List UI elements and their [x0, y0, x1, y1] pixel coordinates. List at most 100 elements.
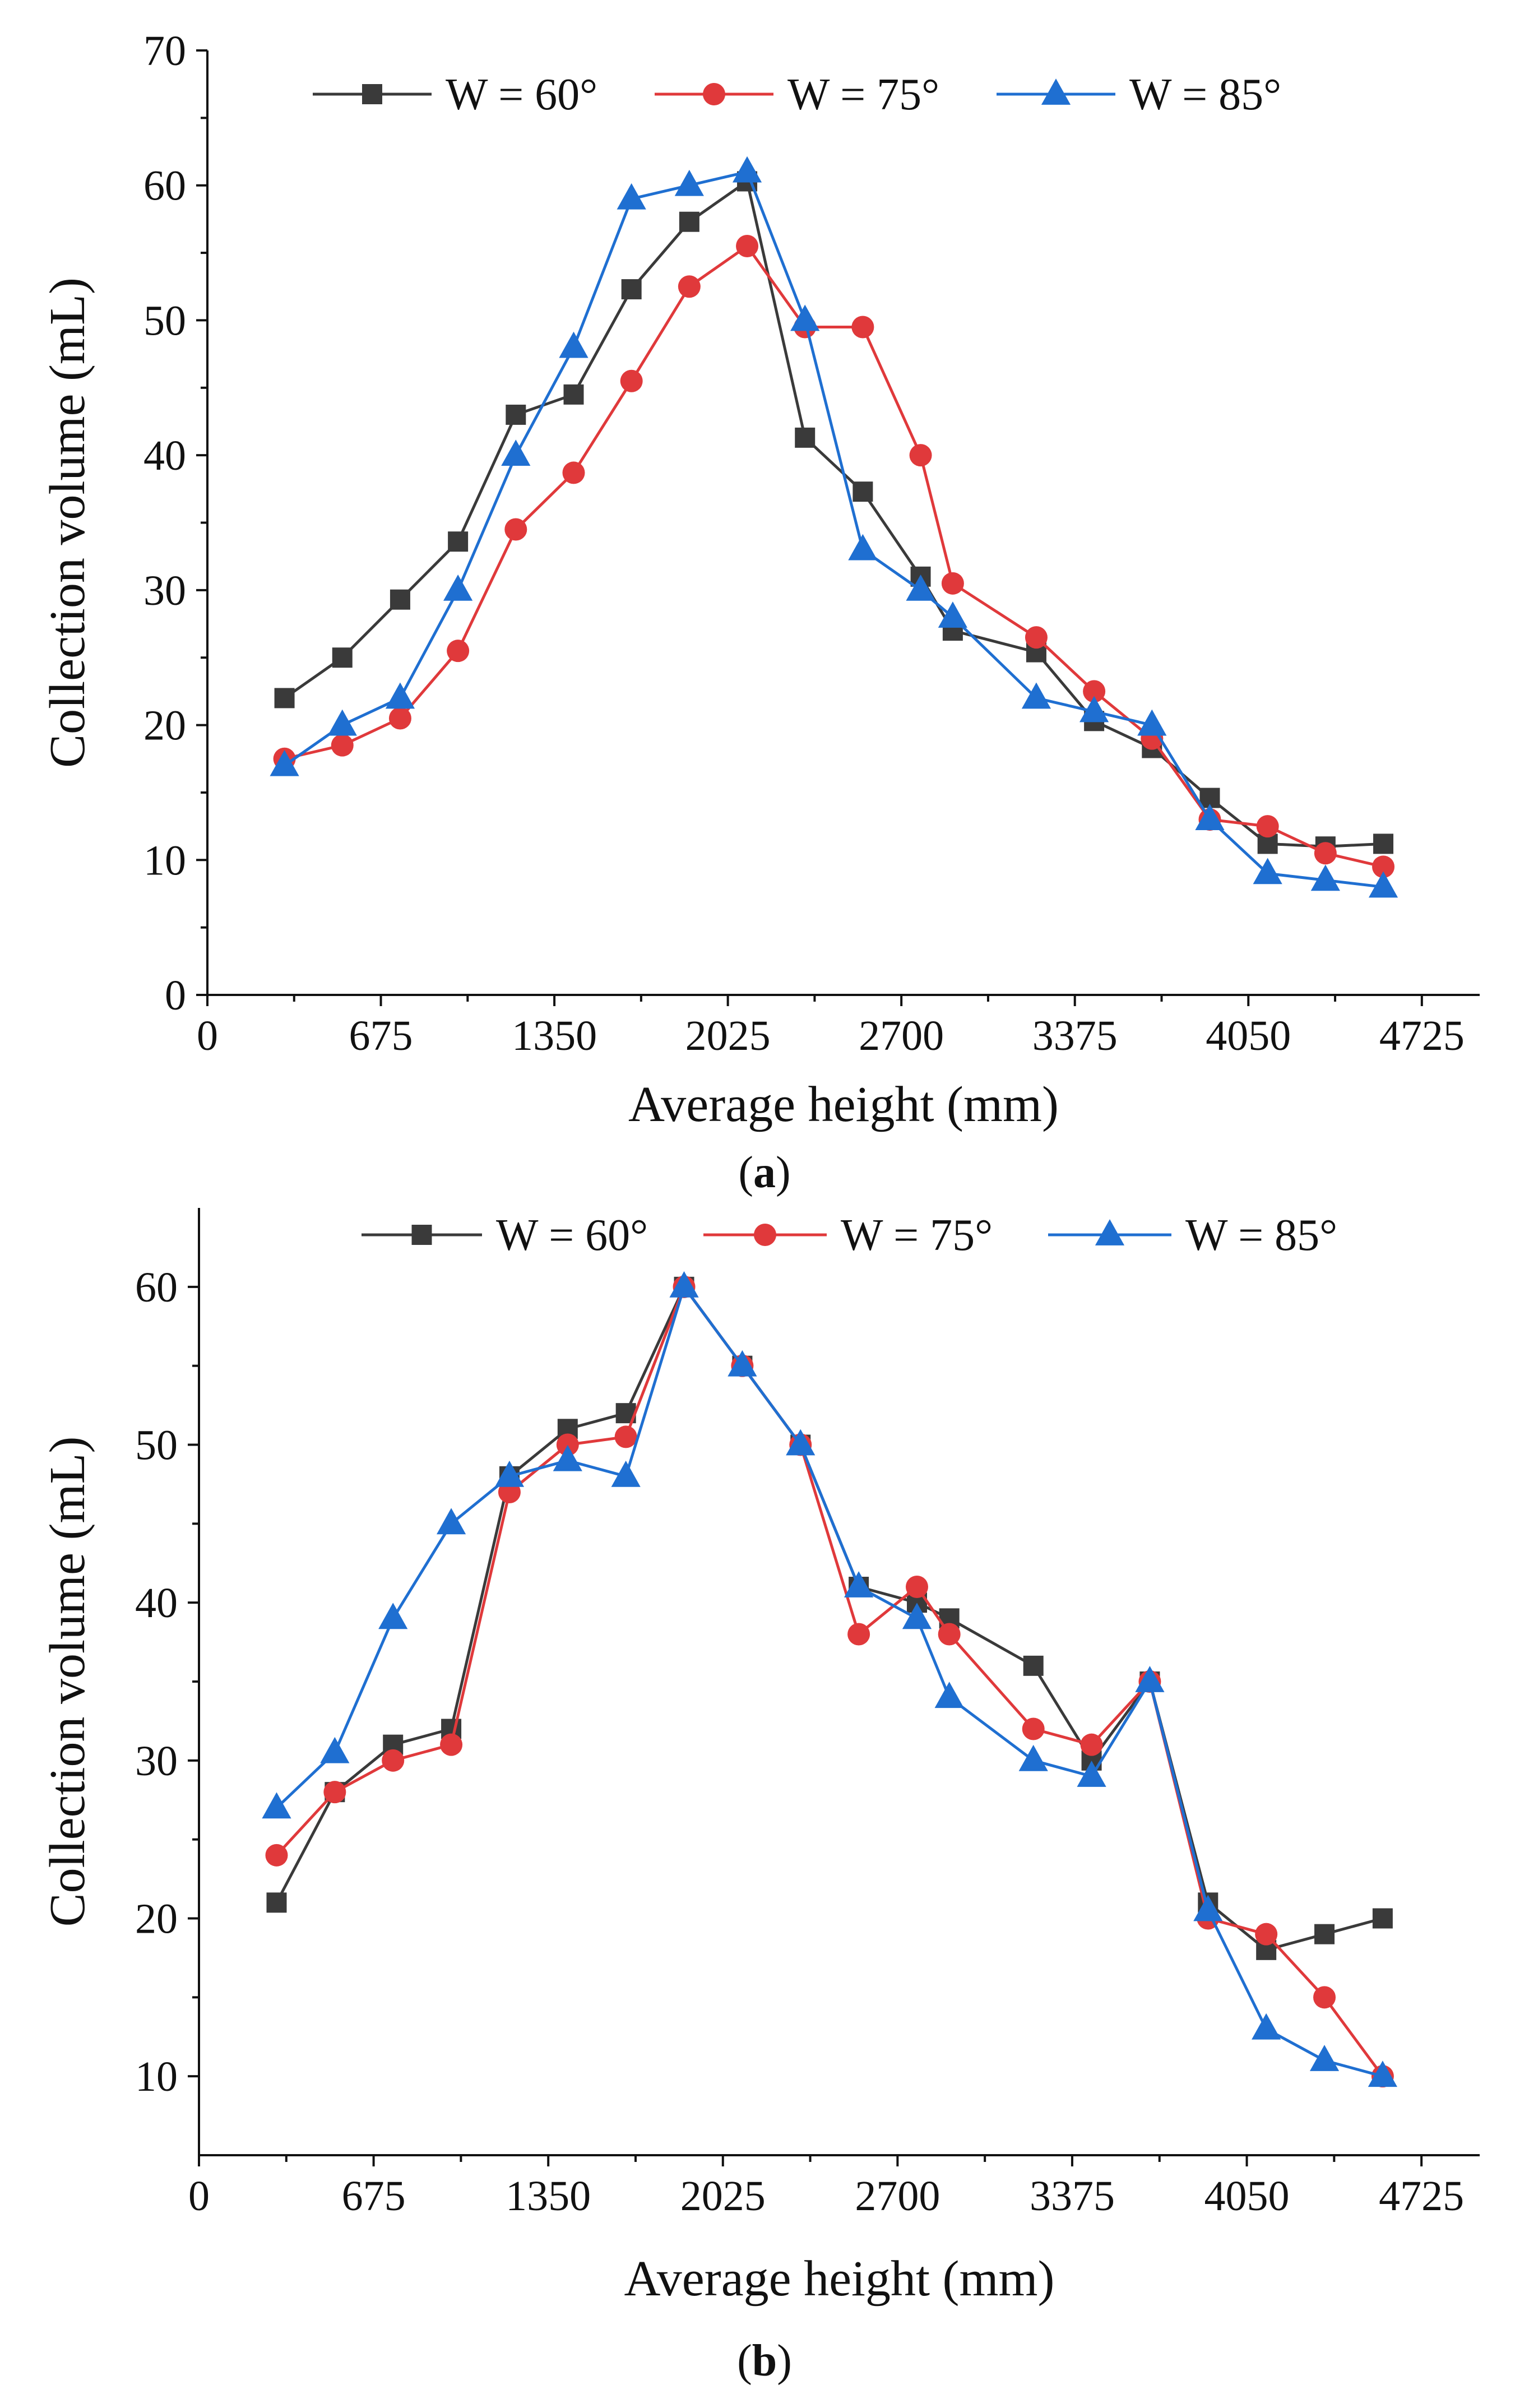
data-point	[332, 647, 353, 668]
y-axis-label: Collection volume (mL)	[40, 277, 95, 768]
data-point	[506, 404, 526, 425]
x-tick-label: 675	[349, 1012, 413, 1059]
x-tick-label: 2025	[685, 1012, 771, 1059]
data-point	[1314, 842, 1337, 865]
data-point	[443, 574, 473, 601]
data-point	[736, 235, 759, 258]
x-tick-label: 4050	[1206, 1012, 1291, 1059]
y-tick-label: 50	[143, 297, 186, 344]
data-point	[934, 1682, 964, 1708]
y-axis-label: Collection volume (mL)	[40, 1437, 95, 1927]
data-point	[1023, 1655, 1044, 1676]
data-point	[620, 369, 643, 392]
legend-marker	[411, 1225, 432, 1245]
data-point	[1080, 1733, 1103, 1756]
x-tick-label: 3375	[1030, 2173, 1115, 2220]
data-point	[669, 1271, 699, 1298]
data-point	[906, 574, 935, 601]
legend: W = 60° W = 75° W = 85°	[362, 1211, 1337, 1260]
x-tick-label: 3375	[1032, 1012, 1118, 1059]
legend-label: W = 60°	[496, 1211, 648, 1260]
data-point	[1372, 1908, 1393, 1929]
x-tick-label: 1350	[506, 2173, 591, 2220]
data-point	[790, 304, 820, 331]
y-tick-label: 40	[143, 432, 186, 479]
data-point	[1368, 871, 1398, 898]
y-tick-label: 10	[135, 2053, 178, 2100]
data-point	[494, 1460, 525, 1487]
y-tick-label: 30	[143, 567, 186, 614]
data-point	[385, 682, 415, 709]
data-point	[938, 1623, 961, 1646]
data-point	[1310, 864, 1340, 891]
data-point	[1253, 858, 1282, 885]
data-point	[1368, 2060, 1397, 2087]
data-point	[941, 572, 964, 595]
data-point	[1314, 1924, 1335, 1944]
data-point	[1025, 626, 1048, 649]
data-point	[1077, 1761, 1106, 1787]
data-point	[614, 1425, 637, 1448]
data-point	[504, 518, 527, 541]
data-point	[1021, 682, 1051, 709]
data-point	[1373, 833, 1394, 854]
data-point	[621, 279, 642, 300]
data-point	[1256, 815, 1279, 838]
legend-marker	[754, 1224, 776, 1246]
data-point	[388, 707, 411, 730]
data-point	[266, 1892, 287, 1913]
x-tick-label: 2025	[680, 2173, 766, 2220]
x-axis-label: Average height (mm)	[624, 2251, 1054, 2307]
x-tick-label: 0	[197, 1012, 218, 1059]
data-point	[1195, 804, 1225, 830]
data-point	[270, 749, 299, 776]
y-tick-label: 20	[135, 1896, 178, 1943]
y-tick-label: 20	[143, 702, 186, 749]
panel-label: (b)	[737, 2336, 792, 2386]
x-tick-label: 4725	[1379, 1012, 1465, 1059]
data-point	[390, 589, 410, 610]
series-line-1	[275, 1285, 1383, 1952]
legend-marker	[1095, 1219, 1125, 1245]
data-point	[851, 316, 874, 339]
data-point	[1313, 1986, 1336, 2009]
legend: W = 60° W = 75° W = 85°	[313, 70, 1281, 119]
data-point	[1018, 1744, 1048, 1771]
data-point	[382, 1749, 405, 1772]
data-point	[262, 1792, 291, 1819]
data-point	[501, 439, 531, 466]
panel-label: (a)	[738, 1148, 790, 1197]
x-tick-label: 4050	[1204, 2173, 1290, 2220]
data-point	[327, 709, 357, 736]
series-line-2	[275, 1285, 1384, 2077]
data-point	[1309, 2045, 1340, 2071]
y-tick-label: 10	[143, 837, 186, 884]
legend-label: W = 85°	[1185, 1211, 1337, 1260]
legend-marker	[362, 84, 382, 104]
series-line-3	[275, 1285, 1383, 2078]
y-tick-label: 0	[165, 972, 186, 1019]
legend-label: W = 85°	[1129, 70, 1281, 119]
data-point	[848, 534, 878, 561]
y-tick-label: 70	[143, 27, 186, 75]
data-point	[905, 1576, 928, 1598]
data-point	[1079, 696, 1109, 723]
data-point	[1135, 1666, 1165, 1692]
data-point	[559, 331, 589, 358]
data-point	[331, 734, 354, 757]
data-point	[902, 1603, 932, 1629]
data-point	[563, 384, 584, 405]
legend-marker	[1041, 78, 1071, 105]
data-point	[323, 1781, 346, 1804]
series-line-3	[284, 170, 1384, 888]
x-tick-label: 675	[342, 2173, 406, 2220]
data-point	[1137, 709, 1167, 736]
data-point	[617, 183, 646, 210]
data-point	[436, 1508, 466, 1535]
legend-marker	[703, 83, 725, 105]
y-tick-label: 50	[135, 1422, 178, 1469]
panel-label-letter: a	[753, 1148, 776, 1197]
data-point	[447, 640, 470, 663]
